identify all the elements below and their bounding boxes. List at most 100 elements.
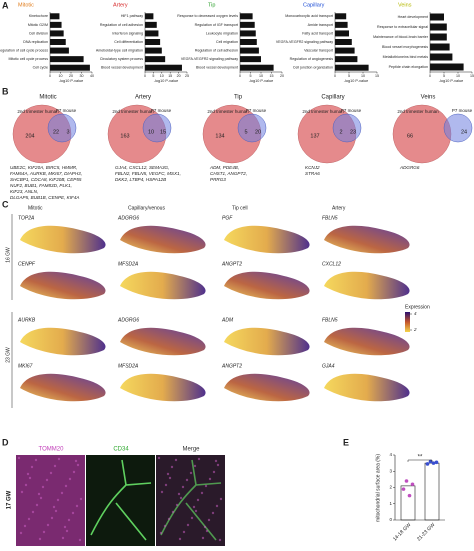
point	[428, 459, 433, 464]
stage-label: 16 GW	[5, 247, 11, 263]
category-label: Cell division	[29, 31, 48, 35]
chart-title: Mitotic	[18, 2, 34, 8]
bar	[240, 56, 261, 63]
bar	[430, 23, 447, 31]
set-label: 2nd trimester human	[207, 109, 249, 114]
y-tick-label: 4	[389, 452, 392, 457]
category-label: Regulation of angiogenesis	[290, 57, 334, 61]
bar	[335, 13, 347, 20]
category-label: Mitotic G2/M	[28, 23, 48, 27]
gene-name: FBLN5	[322, 215, 338, 221]
bar	[145, 47, 162, 54]
category-label: Heart development	[398, 15, 428, 19]
speckle	[19, 531, 23, 535]
speckle	[23, 524, 27, 528]
gene-name: ANGPT2	[221, 261, 242, 267]
speckle	[68, 477, 72, 481]
gene-list: GJA4, CXCL12, SEMA3G,	[115, 165, 169, 170]
speckle	[64, 484, 68, 488]
speckle	[160, 490, 164, 494]
umap-plot	[324, 327, 410, 356]
gene-list: FBLN2, FBLN5, VEGFC, MSX1,	[115, 171, 181, 176]
bar	[430, 13, 444, 21]
stage-label: 17 GW	[7, 490, 13, 509]
column-header: Artery	[332, 205, 346, 211]
x-tick-label: 5	[443, 74, 445, 78]
speckle	[72, 470, 76, 474]
gene-name: MKI67	[18, 363, 33, 369]
speckle	[50, 516, 54, 520]
x-tick-label: 10	[456, 74, 460, 78]
gene-name: ADGRG6	[117, 215, 139, 221]
significance: **	[418, 455, 423, 461]
point	[401, 487, 406, 491]
speckle	[218, 538, 222, 542]
category-label: Fatty acid transport	[302, 31, 333, 35]
panel-label: C	[2, 199, 9, 209]
speckle	[49, 471, 53, 475]
y-tick-label: 0	[389, 517, 392, 522]
category-label: Cell junction organization	[293, 66, 333, 70]
set-label: P7 mouse	[341, 108, 362, 113]
gene-list: SHCBP1, CDCA8, KIF20B, CEP55	[10, 177, 82, 182]
speckle	[74, 459, 78, 463]
micrograph	[86, 455, 155, 546]
speckle	[212, 470, 216, 474]
bar	[50, 64, 90, 71]
x-tick-label: 5	[152, 74, 154, 78]
bar	[145, 39, 161, 45]
speckle	[179, 496, 183, 500]
speckle	[211, 511, 215, 515]
speckle	[28, 476, 32, 480]
category-label: Blood vessel morphogenesis	[382, 45, 428, 49]
speckle	[219, 497, 223, 501]
gene-name: GJA4	[322, 363, 335, 369]
bar	[50, 39, 66, 45]
gene-list: ADM, PDE4B,	[209, 165, 239, 170]
bar	[335, 64, 369, 71]
count: 3	[66, 129, 69, 135]
chart-title: Artery	[113, 2, 128, 8]
speckle	[37, 492, 41, 496]
gene-list: ADGRG6	[399, 165, 420, 170]
category-label: DNA replication	[23, 40, 48, 44]
speckle	[67, 518, 71, 522]
point	[425, 462, 430, 466]
category-label: Response to decreased oxygen levels	[177, 14, 238, 18]
speckle	[205, 529, 209, 533]
x-tick-label: 0	[239, 74, 241, 78]
umap-plot	[20, 327, 106, 356]
speckle	[168, 476, 172, 480]
speckle	[207, 518, 211, 522]
speckle	[197, 457, 201, 461]
category-label: Mitotic cell cycle process	[8, 57, 48, 61]
set-label: 2nd trimester human	[302, 109, 344, 114]
gene-name: CXCL12	[322, 261, 341, 267]
x-tick-label: 20	[177, 74, 181, 78]
gene-list: FAM64A, AURKB, MKI67, DIAPH3,	[10, 171, 82, 176]
speckle	[65, 529, 69, 533]
umap-plot	[20, 225, 106, 254]
umap-plot	[224, 225, 310, 254]
speckle	[157, 456, 161, 460]
speckle	[186, 523, 190, 527]
speckle	[171, 510, 175, 514]
x-tick-label: 14-18 GW	[392, 522, 413, 543]
speckle	[46, 523, 50, 527]
micrograph	[156, 455, 225, 546]
gene-name: TOP2A	[18, 215, 35, 221]
venn-title: Veins	[421, 95, 436, 101]
count: 137	[310, 133, 319, 139]
count: 23	[350, 129, 356, 135]
speckle	[53, 464, 57, 468]
x-tick-label: 20	[280, 74, 284, 78]
bar	[50, 56, 84, 63]
category-label: VEGFA-VEGFR2 signaling pathway	[276, 40, 333, 44]
x-tick-label: 10	[259, 74, 263, 78]
umap-plot	[224, 373, 310, 402]
speckle	[31, 510, 35, 514]
set-label: 2nd trimester human	[112, 109, 154, 114]
umap-plot	[324, 225, 410, 254]
speckle	[204, 484, 208, 488]
speckle	[45, 478, 49, 482]
